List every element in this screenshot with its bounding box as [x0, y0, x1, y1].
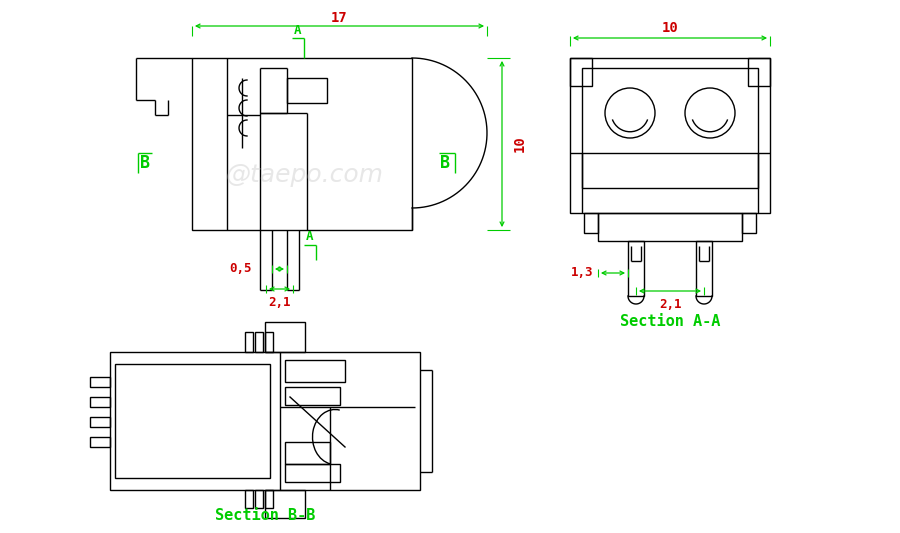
- Bar: [748, 58, 770, 86]
- Bar: [285, 360, 345, 382]
- Bar: [255, 490, 263, 508]
- Text: 2,1: 2,1: [268, 296, 291, 310]
- Bar: [570, 58, 770, 213]
- Text: Section B-B: Section B-B: [215, 507, 315, 522]
- Bar: [255, 332, 263, 352]
- Bar: [285, 442, 330, 464]
- Text: Section A-A: Section A-A: [620, 314, 720, 329]
- Bar: [90, 417, 110, 427]
- Bar: [90, 437, 110, 447]
- Bar: [245, 332, 253, 352]
- Bar: [742, 213, 756, 233]
- Bar: [90, 397, 110, 407]
- Bar: [628, 241, 644, 296]
- Text: @taepo.com: @taepo.com: [226, 163, 384, 187]
- Bar: [570, 58, 592, 86]
- Text: 10: 10: [513, 135, 527, 152]
- Text: B: B: [440, 154, 450, 172]
- Bar: [192, 58, 412, 230]
- Bar: [265, 490, 273, 508]
- Bar: [245, 490, 253, 508]
- Text: 10: 10: [662, 21, 679, 35]
- Bar: [110, 352, 420, 490]
- Text: 0,5: 0,5: [229, 262, 251, 276]
- Bar: [584, 213, 598, 233]
- Bar: [90, 377, 110, 387]
- Text: 17: 17: [331, 11, 348, 25]
- Bar: [115, 364, 270, 478]
- Text: 1,3: 1,3: [571, 266, 593, 279]
- Text: A: A: [294, 23, 302, 36]
- Bar: [265, 322, 305, 352]
- Text: A: A: [306, 230, 314, 244]
- Bar: [287, 78, 327, 103]
- Bar: [696, 241, 712, 296]
- Text: B: B: [140, 154, 150, 172]
- Bar: [582, 68, 758, 188]
- Bar: [265, 332, 273, 352]
- Bar: [285, 464, 340, 482]
- Bar: [265, 490, 305, 518]
- Bar: [285, 387, 340, 405]
- Bar: [598, 213, 742, 241]
- Text: 2,1: 2,1: [659, 298, 681, 311]
